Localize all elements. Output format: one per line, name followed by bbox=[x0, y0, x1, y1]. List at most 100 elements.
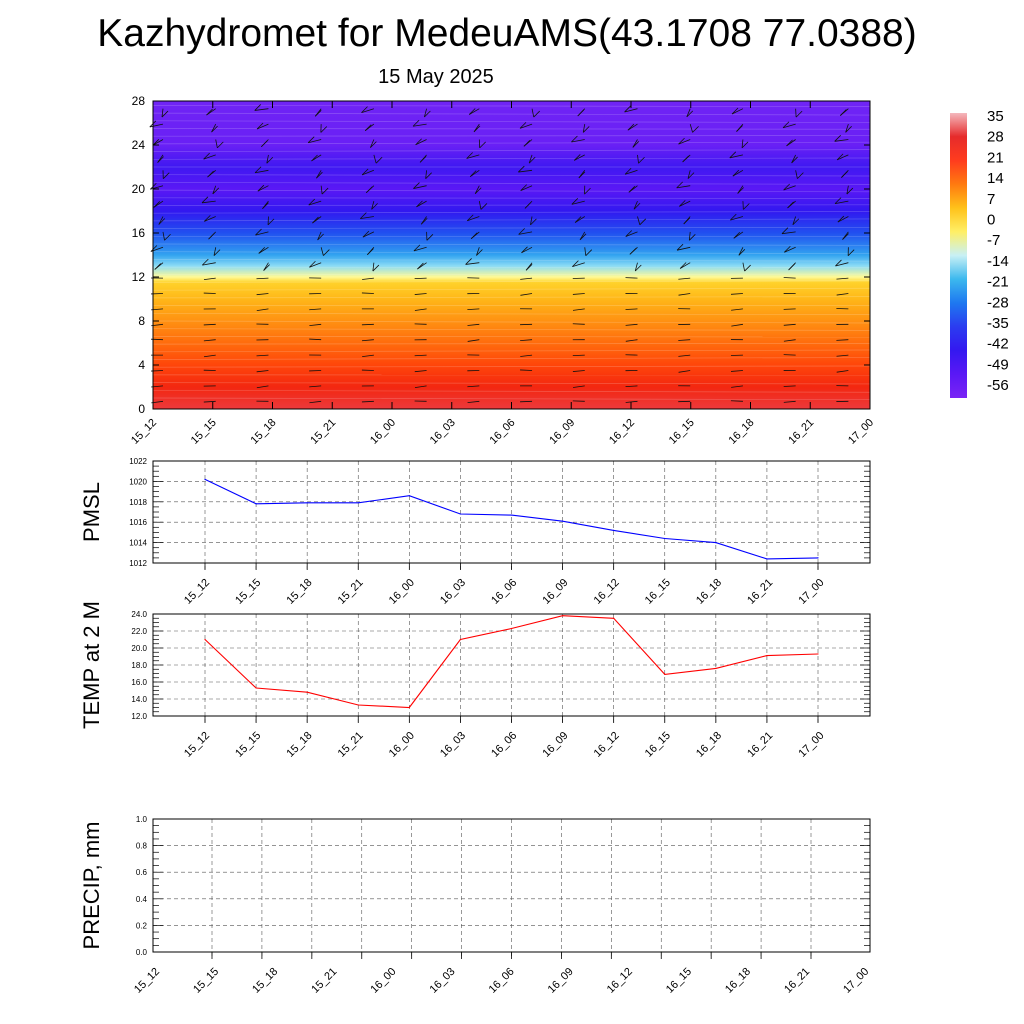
contour-line bbox=[152, 349, 871, 353]
wind-barb bbox=[518, 169, 533, 173]
wind-barb-flag bbox=[518, 165, 525, 173]
contour-line bbox=[152, 120, 871, 123]
xtick-label: 15_15 bbox=[191, 966, 221, 996]
xtick-label: 16_06 bbox=[487, 966, 517, 996]
wind-barb bbox=[317, 231, 322, 241]
contour-line bbox=[152, 211, 871, 214]
wind-barb bbox=[361, 108, 375, 114]
data-point bbox=[510, 514, 513, 516]
temp-panel: 12.0 14.0 16.0 18.0 20.0 22.0 24.0 15_12 15_15 15… bbox=[79, 601, 871, 760]
wind-barb bbox=[731, 385, 743, 388]
wind-barb bbox=[625, 231, 638, 237]
wind-barb-flag bbox=[309, 260, 316, 268]
wind-barb bbox=[792, 216, 797, 225]
wind-barb bbox=[783, 185, 796, 191]
ytick-label: 1022 bbox=[129, 457, 147, 466]
contour-line bbox=[152, 397, 871, 401]
wind-barb-flag bbox=[572, 260, 579, 267]
wind-barb-flag bbox=[638, 156, 645, 164]
wind-barb bbox=[846, 185, 849, 195]
wind-barb-flag bbox=[311, 154, 318, 162]
wind-barb-flag bbox=[162, 172, 170, 179]
wind-barb-flag bbox=[308, 198, 316, 206]
wind-barb-flag bbox=[256, 122, 264, 130]
wind-barb-flag bbox=[632, 141, 640, 148]
colorbar-label: -7 bbox=[987, 232, 1000, 249]
colorbar-label: -35 bbox=[987, 315, 1009, 332]
wind-barb-flag bbox=[424, 110, 431, 118]
wind-barb-flag bbox=[633, 202, 641, 210]
data-point bbox=[613, 617, 615, 619]
wind-barb-flag bbox=[678, 200, 686, 207]
wind-barb-flag bbox=[577, 109, 585, 117]
wind-barb bbox=[732, 169, 744, 177]
wind-barb bbox=[424, 108, 427, 118]
wind-barb-flag bbox=[201, 196, 209, 204]
contour-line bbox=[152, 287, 871, 291]
wind-barb bbox=[203, 400, 216, 403]
wind-barb bbox=[625, 400, 638, 403]
data-point bbox=[255, 687, 257, 689]
wind-barb bbox=[362, 231, 375, 238]
panel-frame bbox=[152, 460, 871, 564]
wind-barb bbox=[256, 123, 269, 130]
wind-barb-flag bbox=[164, 233, 171, 241]
wind-barb bbox=[836, 293, 849, 296]
wind-barb-flag bbox=[261, 140, 268, 148]
wind-barb-flag bbox=[157, 156, 164, 163]
wind-barb bbox=[531, 108, 535, 118]
wind-barb bbox=[574, 216, 585, 223]
wind-barb-flag bbox=[836, 153, 844, 161]
wind-barb-flag bbox=[738, 249, 746, 256]
xtick-label: 17_00 bbox=[796, 577, 826, 607]
contour-line bbox=[152, 157, 871, 160]
wind-barb bbox=[679, 262, 691, 269]
wind-barb bbox=[469, 108, 480, 115]
wind-barb bbox=[519, 123, 533, 129]
xtick-label: 16_03 bbox=[428, 966, 458, 996]
xtick-label: 17_00 bbox=[841, 966, 871, 996]
wind-barb-flag bbox=[203, 152, 210, 160]
wind-barb bbox=[574, 154, 585, 161]
wind-barb bbox=[678, 139, 691, 145]
wind-barb bbox=[362, 354, 374, 358]
contour-line bbox=[152, 112, 871, 116]
wind-barb bbox=[467, 385, 480, 388]
wind-barb bbox=[370, 139, 375, 148]
heat-ytick-label: 16 bbox=[132, 226, 146, 240]
ytick-label: 0.6 bbox=[136, 868, 148, 877]
chart-subtitle: 15 May 2025 bbox=[378, 66, 494, 88]
wind-barb-flag bbox=[323, 249, 330, 256]
wind-barb bbox=[687, 170, 691, 179]
wind-barb-flag bbox=[262, 202, 269, 209]
data-point bbox=[510, 627, 513, 630]
wind-barb bbox=[467, 339, 480, 342]
ytick-label: 12.0 bbox=[131, 712, 147, 721]
wind-barb-flag bbox=[634, 264, 642, 272]
wind-barb bbox=[414, 277, 427, 280]
wind-barb-flag bbox=[834, 135, 841, 142]
wind-barb bbox=[835, 262, 849, 267]
wind-barb-flag bbox=[624, 105, 631, 113]
panel-frame bbox=[152, 818, 871, 953]
wind-barb-flag bbox=[730, 213, 737, 221]
contour-line bbox=[152, 204, 871, 206]
wind-barb bbox=[584, 247, 587, 256]
ytick-label: 0.4 bbox=[136, 895, 148, 904]
wind-barb-flag bbox=[781, 227, 789, 234]
wind-barb bbox=[742, 262, 746, 272]
wind-barb bbox=[416, 200, 427, 208]
wind-barb-flag bbox=[361, 106, 368, 113]
wind-barb bbox=[730, 216, 744, 221]
contour-line bbox=[152, 259, 871, 262]
wind-barb-flag bbox=[212, 187, 220, 195]
wind-barb-flag bbox=[413, 182, 420, 189]
contour-line bbox=[152, 149, 871, 152]
wind-barb bbox=[518, 231, 533, 235]
wind-barb bbox=[254, 169, 269, 174]
data-point bbox=[408, 495, 410, 497]
contour-line bbox=[152, 382, 871, 385]
wind-barb-flag bbox=[312, 216, 319, 224]
wind-barb-flag bbox=[795, 110, 803, 118]
heat-xtick-label: 15_12 bbox=[129, 417, 159, 447]
